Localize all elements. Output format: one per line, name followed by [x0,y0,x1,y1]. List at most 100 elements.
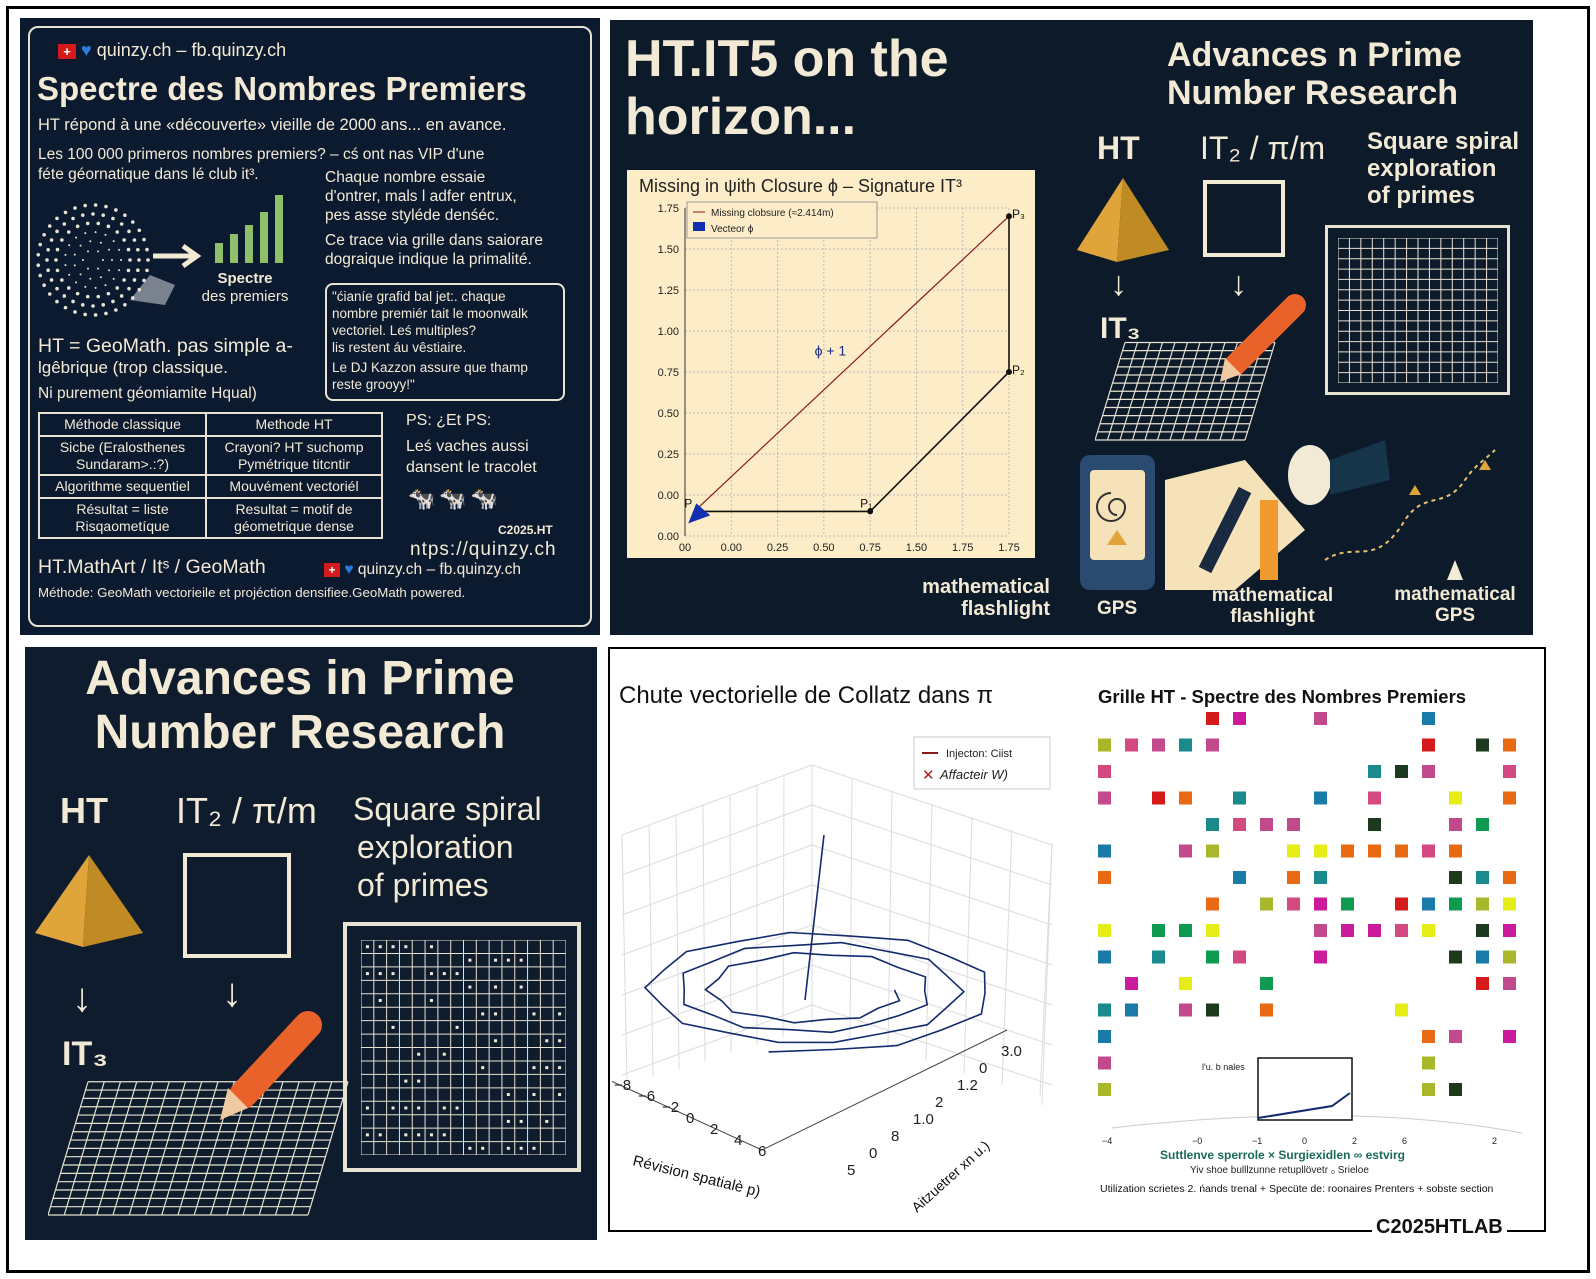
spiral-dot [132,278,137,282]
spiral-dot [64,264,67,267]
prime-square [1422,738,1435,752]
spiral-dot [96,221,101,226]
spiral-dot [97,267,99,270]
spiral-dot [123,213,127,217]
y-tick-label: 1.2 [957,1077,978,1094]
y-tick-label: 0.00 [658,490,679,502]
table-header: Méthode classique Methode HT [38,412,383,437]
prime-square [1368,924,1381,937]
prime-square [1152,738,1165,752]
header-text[interactable]: quinzy.ch – fb.quinzy.ch [96,40,287,60]
y-tick-label: 1.0 [913,1111,934,1128]
prime-square [1179,844,1192,858]
prime-square [1503,1030,1516,1043]
x-tick-label: −1 [1252,1136,1262,1146]
prime-square [1098,738,1111,752]
grid-line [811,924,1053,1006]
footer-link-text[interactable]: quinzy.ch – fb.quinzy.ch [357,561,521,578]
grid-line [675,814,680,1070]
prime-grid [1337,237,1499,384]
prime-dot [481,1066,485,1070]
prime-dot [365,1133,369,1137]
prime-square [1233,712,1246,725]
y-axis-label: Aitzuetrer xn u.) [908,1137,992,1215]
grid-line [963,816,973,1074]
prime-square [1206,897,1219,911]
spiral-dot [73,253,76,256]
x-tick-label: 0 [1302,1136,1307,1146]
spiral-dot [55,229,59,234]
inset-label: l'u. b nales [1202,1062,1245,1072]
prime-square [1206,950,1219,964]
prime-dot [494,1039,498,1043]
spiral-dot [82,259,84,261]
label-line: des premiers [201,288,289,305]
path-line [694,216,1010,513]
spiral-dot [38,273,43,278]
spiral-dot [111,259,113,261]
spiral-dot [46,268,50,273]
prime-square [1260,977,1273,990]
spiral-dot [55,268,60,273]
spiral-dot [89,277,92,280]
arrow-down-icon: ↓ [222,971,242,1015]
label-line: Square spiral [1367,128,1520,155]
url-link[interactable]: ntps://quinzy.ch [410,539,557,560]
spiral-dot [131,220,135,224]
prime-dot [558,1012,562,1016]
point-label: P₃ [1012,207,1025,221]
spiral-dot [75,236,78,239]
prime-dot [494,958,498,962]
prime-dot [442,1052,446,1056]
table-row: Sicbe (Eralosthenes Sundaram>.:?) Crayoni… [38,434,383,477]
spiral-dot [99,241,102,244]
spiral-dot [126,268,131,273]
pencil-icon [1198,486,1252,574]
spiral-dot [47,224,52,228]
spiral-dot [126,247,131,252]
y-tick-label: 3.0 [1001,1043,1022,1060]
y-tick-label: 0.50 [658,408,679,420]
prime-dot [442,972,446,976]
y-tick-label: 0 [979,1060,987,1077]
gps-flashlight-illustration [1080,440,1496,590]
prime-square [1260,818,1273,831]
spiral-dot [63,210,68,215]
x-tick-label: 6 [1402,1136,1407,1146]
prime-dot [378,972,382,976]
spiral-dot [137,258,141,262]
spiral-dot [114,308,118,312]
prime-dot [558,1066,562,1070]
prime-dot [378,945,382,949]
prime-square [1449,791,1462,805]
point-marker [867,508,874,515]
x-tick-label: −2 [662,1099,679,1116]
spiral-dot [93,313,98,317]
prime-square [1395,844,1408,858]
pencil-icon [1220,294,1306,382]
y-tick-label: 0.00 [658,531,679,543]
table-row: Algorithme sequentiel Mouvément vectoriél [38,474,383,500]
prime-square [1449,818,1462,831]
prime-dot [404,1079,408,1083]
method-comparison-table: Méthode classique Methode HT Sicbe (Eralo… [38,412,383,539]
x-tick-label: 2 [710,1121,718,1138]
spiral-dot [106,291,111,296]
prime-dot [429,1133,433,1137]
prime-dot [442,1106,446,1110]
prime-square [1206,1003,1219,1017]
grid-line [702,804,706,1062]
x-tick-label: −0 [1192,1136,1202,1146]
x-tick-label: 0 [686,1110,694,1127]
panel3-title: Advances in Prime Number Research [25,652,575,760]
prime-dot [404,945,408,949]
spiral-dot [120,259,122,261]
grid-line [648,824,654,1078]
prime-square [1314,844,1327,858]
point-marker [1006,369,1012,375]
sheet-grid-line [1231,342,1264,441]
spiral-dot [71,216,75,221]
title-line: Advances in Prime [85,652,515,705]
method-line: Méthode: GeoMath vectorieile et projécti… [38,585,466,600]
